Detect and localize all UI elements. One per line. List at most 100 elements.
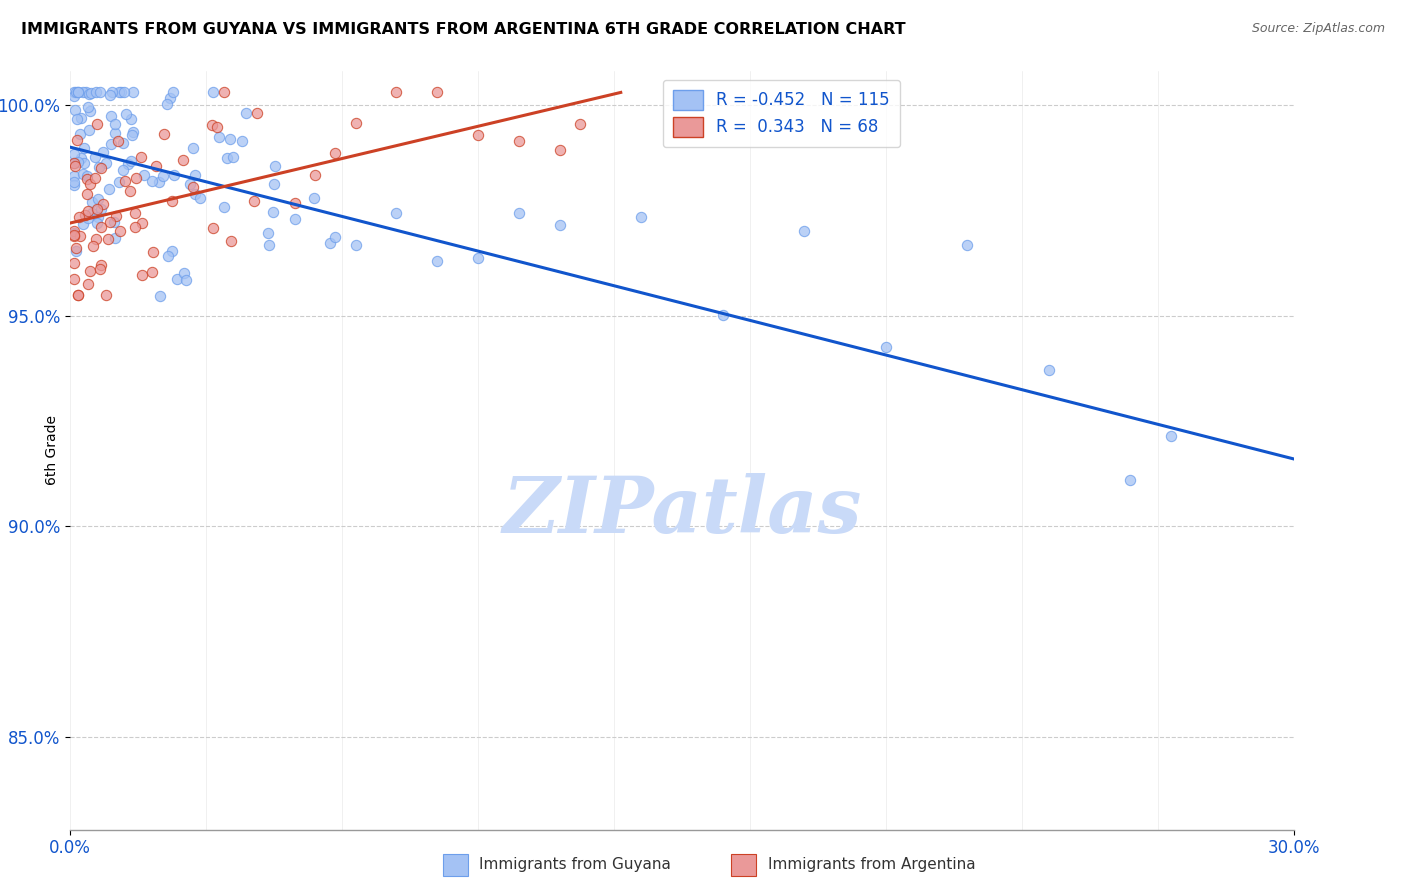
Point xyxy=(63,86,86,100)
Point xyxy=(84,86,107,100)
Point xyxy=(90,161,112,176)
Point xyxy=(243,194,266,209)
Point xyxy=(66,133,89,147)
Point xyxy=(98,182,121,196)
Point xyxy=(77,203,100,218)
Point xyxy=(103,215,125,229)
Point xyxy=(162,86,184,100)
Point xyxy=(63,159,86,173)
Point xyxy=(156,97,179,112)
Point xyxy=(77,87,100,101)
Point xyxy=(96,287,118,301)
Point xyxy=(94,156,117,170)
Point xyxy=(200,118,222,132)
Point xyxy=(385,86,408,100)
Point xyxy=(89,86,111,100)
Point xyxy=(184,186,207,201)
Point xyxy=(181,141,204,155)
Point xyxy=(66,112,89,126)
Point xyxy=(69,229,91,244)
Point xyxy=(101,86,124,100)
Point xyxy=(97,232,120,246)
Point xyxy=(323,145,347,160)
Point xyxy=(145,159,167,173)
Text: ZIPatlas: ZIPatlas xyxy=(502,473,862,549)
Point xyxy=(426,86,449,100)
Point xyxy=(76,277,98,292)
Point xyxy=(63,226,86,240)
Point xyxy=(257,238,280,252)
Point xyxy=(111,163,134,178)
Point xyxy=(219,132,242,146)
Point xyxy=(793,224,815,238)
Point xyxy=(179,178,201,192)
Point xyxy=(63,178,86,193)
Point xyxy=(124,206,146,220)
Point xyxy=(65,103,87,117)
Point xyxy=(548,219,571,233)
Point xyxy=(103,117,125,131)
Point xyxy=(162,244,184,258)
Point xyxy=(132,168,155,182)
Point xyxy=(129,150,152,164)
Point xyxy=(66,155,89,169)
Point xyxy=(69,127,91,141)
Point xyxy=(90,258,112,272)
Point xyxy=(110,86,132,100)
Point xyxy=(125,170,148,185)
Point xyxy=(385,205,408,219)
Point xyxy=(152,169,174,183)
Text: Immigrants from Guyana: Immigrants from Guyana xyxy=(479,857,671,872)
Point xyxy=(66,287,89,301)
Point xyxy=(344,237,367,252)
Point xyxy=(131,268,153,282)
Point xyxy=(87,160,110,174)
Point xyxy=(86,117,108,131)
Point xyxy=(63,88,86,103)
Point xyxy=(67,211,90,225)
Point xyxy=(118,184,141,198)
Point xyxy=(100,136,122,151)
Point xyxy=(77,123,100,137)
Point xyxy=(163,168,186,182)
Point xyxy=(79,177,101,191)
Y-axis label: 6th Grade: 6th Grade xyxy=(45,416,59,485)
Point xyxy=(246,106,269,120)
Point xyxy=(86,202,108,217)
Point xyxy=(1038,363,1060,377)
Point xyxy=(162,194,183,209)
Text: Immigrants from Argentina: Immigrants from Argentina xyxy=(768,857,976,872)
Point xyxy=(121,128,143,142)
Point xyxy=(231,134,253,148)
Point xyxy=(66,86,89,100)
Point xyxy=(108,224,131,238)
Point xyxy=(80,195,103,210)
Point xyxy=(956,237,979,252)
Point xyxy=(76,169,98,183)
Point xyxy=(90,202,112,217)
Point xyxy=(121,86,143,100)
Point xyxy=(467,128,489,142)
Point xyxy=(63,228,86,243)
Point xyxy=(86,210,108,224)
Point xyxy=(235,105,257,120)
Point xyxy=(72,217,94,231)
Point xyxy=(568,117,592,131)
Point xyxy=(142,245,165,260)
Point xyxy=(104,231,127,245)
Point xyxy=(63,272,86,286)
Point xyxy=(104,209,127,223)
Point xyxy=(83,151,105,165)
Point xyxy=(141,174,163,188)
Point xyxy=(63,175,86,189)
Point xyxy=(323,229,347,244)
Point xyxy=(63,155,86,169)
Point xyxy=(66,86,89,100)
Point xyxy=(63,147,86,161)
Point xyxy=(77,211,100,226)
Point xyxy=(112,86,135,100)
Point xyxy=(153,128,176,142)
Point xyxy=(65,86,87,100)
Point xyxy=(256,227,278,241)
Point xyxy=(172,153,194,168)
